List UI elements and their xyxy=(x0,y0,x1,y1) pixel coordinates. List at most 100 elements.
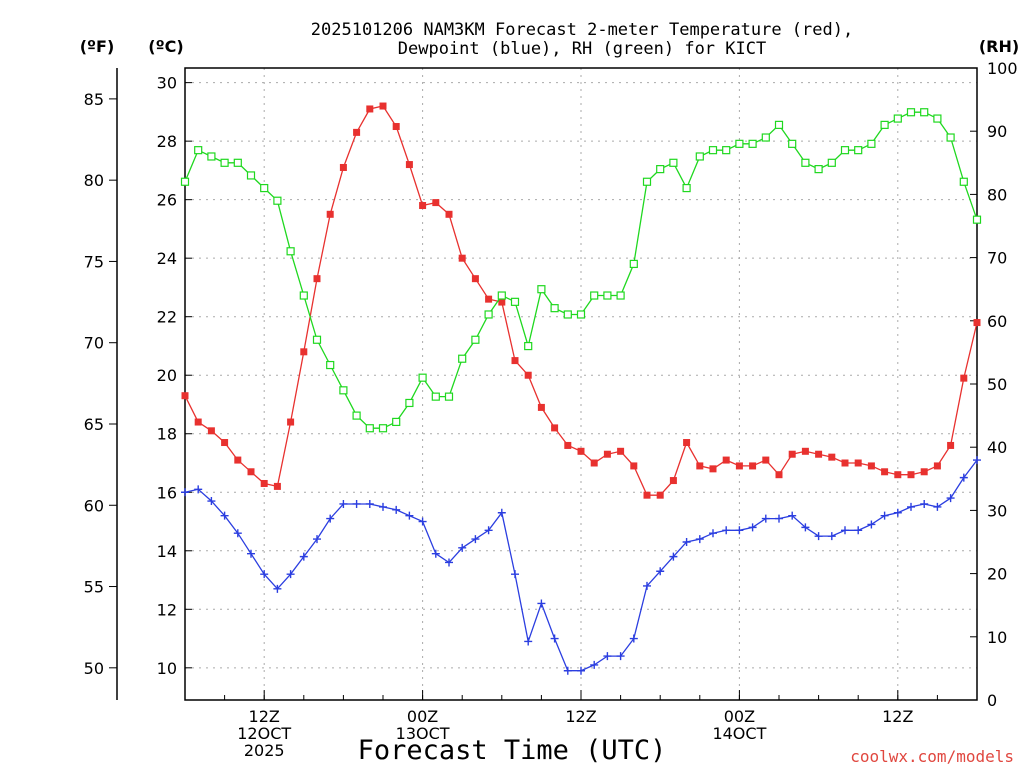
dewpoint-point xyxy=(551,635,559,643)
dewpoint-point xyxy=(524,637,532,645)
rh-point xyxy=(960,178,967,185)
rh-point xyxy=(287,248,294,255)
rh-point xyxy=(696,153,703,160)
dewpoint-point xyxy=(907,503,915,511)
temperature-point xyxy=(485,296,492,303)
x-axis-label: Forecast Time (UTC) xyxy=(358,735,667,766)
rh-point xyxy=(604,292,611,299)
temperature-point xyxy=(195,419,202,426)
rh-point xyxy=(789,140,796,147)
dewpoint-point xyxy=(603,652,611,660)
rh-tick-label: 30 xyxy=(987,501,1007,520)
temperature-point xyxy=(314,275,321,282)
temperature-point xyxy=(366,105,373,112)
rh-point xyxy=(300,292,307,299)
temperature-point xyxy=(934,462,941,469)
fahrenheit-tick-label: 80 xyxy=(84,171,104,190)
temperature-point xyxy=(868,462,875,469)
rh-point xyxy=(432,393,439,400)
rh-point xyxy=(657,166,664,173)
temperature-point xyxy=(881,468,888,475)
rh-point xyxy=(934,115,941,122)
temperature-point xyxy=(710,465,717,472)
temperature-point xyxy=(776,471,783,478)
dewpoint-point xyxy=(933,503,941,511)
temperature-point xyxy=(670,477,677,484)
rh-point xyxy=(208,153,215,160)
dewpoint-point xyxy=(471,535,479,543)
rh-point xyxy=(459,355,466,362)
dewpoint-point xyxy=(881,512,889,520)
rh-tick-label: 80 xyxy=(987,185,1007,204)
celsius-tick-label: 14 xyxy=(157,542,177,561)
rh-point xyxy=(736,140,743,147)
temperature-point xyxy=(736,462,743,469)
rh-point xyxy=(393,418,400,425)
temperature-point xyxy=(248,468,255,475)
dewpoint-point xyxy=(894,509,902,517)
dewpoint-point xyxy=(749,523,757,531)
celsius-tick-label: 16 xyxy=(157,483,177,502)
celsius-tick-label: 30 xyxy=(157,74,177,93)
temperature-point xyxy=(578,448,585,455)
rh-point xyxy=(868,140,875,147)
rh-point xyxy=(512,298,519,305)
rh-point xyxy=(617,292,624,299)
celsius-tick-label: 18 xyxy=(157,425,177,444)
dewpoint-point xyxy=(537,599,545,607)
temperature-point xyxy=(406,161,413,168)
rh-tick-label: 0 xyxy=(987,691,997,710)
temperature-point xyxy=(696,462,703,469)
temperature-point xyxy=(538,404,545,411)
fahrenheit-tick-label: 60 xyxy=(84,496,104,515)
temperature-point xyxy=(432,199,439,206)
temperature-point xyxy=(644,492,651,499)
temperature-point xyxy=(604,451,611,458)
temperature-point xyxy=(459,255,466,262)
rh-point xyxy=(842,147,849,154)
fahrenheit-tick-label: 70 xyxy=(84,334,104,353)
temperature-point xyxy=(419,202,426,209)
rh-point xyxy=(248,172,255,179)
dewpoint-point xyxy=(709,529,717,537)
celsius-tick-label: 22 xyxy=(157,308,177,327)
dewpoint-point xyxy=(353,500,361,508)
dewpoint-point xyxy=(775,515,783,523)
temperature-point xyxy=(353,129,360,136)
dewpoint-point xyxy=(867,520,875,528)
rh-point xyxy=(327,362,334,369)
rh-tick-label: 40 xyxy=(987,438,1007,457)
celsius-tick-label: 20 xyxy=(157,366,177,385)
gridlines xyxy=(185,68,977,700)
dewpoint-point xyxy=(762,515,770,523)
x-tick-label: 12Z xyxy=(565,707,596,726)
temperature-point xyxy=(274,483,281,490)
rh-point xyxy=(776,121,783,128)
temperature-point xyxy=(512,357,519,364)
rh-point xyxy=(406,399,413,406)
rh-point xyxy=(749,140,756,147)
temperature-point xyxy=(723,457,730,464)
rh-point xyxy=(710,147,717,154)
dewpoint-point xyxy=(947,494,955,502)
rh-tick-label: 10 xyxy=(987,628,1007,647)
rh-point xyxy=(974,216,981,223)
temperature-point xyxy=(287,419,294,426)
rh-point xyxy=(564,311,571,318)
temperature-point xyxy=(828,454,835,461)
rh-point xyxy=(855,147,862,154)
fahrenheit-tick-label: 65 xyxy=(84,415,104,434)
temperature-point xyxy=(908,471,915,478)
x-tick-label: 2025 xyxy=(244,741,285,760)
rh-point xyxy=(551,305,558,312)
temperature-point xyxy=(182,392,189,399)
temperature-point xyxy=(789,451,796,458)
rh-point xyxy=(353,412,360,419)
temperature-point xyxy=(234,457,241,464)
dewpoint-point xyxy=(696,535,704,543)
rh-point xyxy=(221,159,228,166)
rh-point xyxy=(340,387,347,394)
x-tick-label: 14OCT xyxy=(712,724,766,743)
temperature-point xyxy=(630,462,637,469)
